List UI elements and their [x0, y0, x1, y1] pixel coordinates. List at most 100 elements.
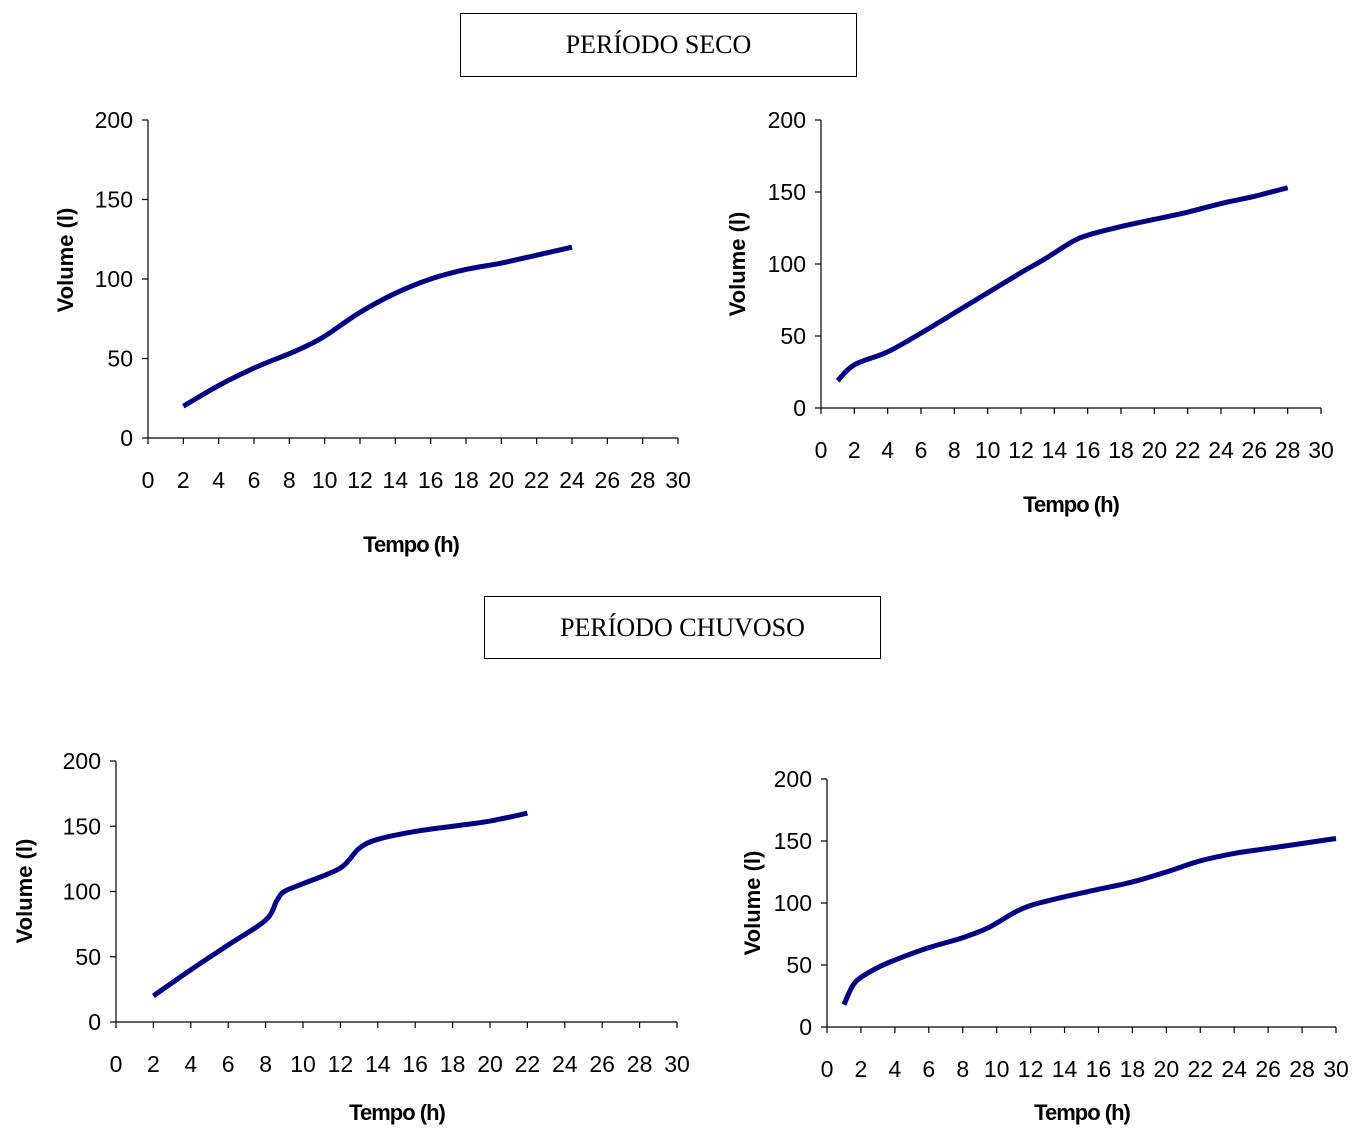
x-tick-label: 28 [1275, 437, 1301, 463]
y-tick-label: 200 [768, 107, 806, 133]
x-tick-label: 2 [177, 467, 190, 493]
x-tick-label: 30 [664, 1051, 690, 1077]
y-tick-label: 50 [75, 944, 101, 970]
x-tick-label: 10 [290, 1051, 316, 1077]
x-tick-label: 12 [1008, 437, 1034, 463]
y-tick-label: 50 [107, 346, 133, 372]
x-axis-title: Tempo (h) [349, 1100, 445, 1125]
x-tick-label: 20 [1154, 1056, 1180, 1082]
x-axis-title: Tempo (h) [363, 532, 459, 557]
x-tick-label: 28 [627, 1051, 653, 1077]
section-label-dry: PERÍODO SECO [460, 13, 857, 77]
x-tick-label: 20 [477, 1051, 503, 1077]
x-tick-label: 16 [1086, 1056, 1112, 1082]
x-tick-label: 6 [922, 1056, 935, 1082]
x-tick-label: 24 [1208, 437, 1234, 463]
x-tick-label: 0 [815, 437, 828, 463]
y-tick-label: 100 [774, 890, 812, 916]
y-axis-title: Volume (l) [725, 212, 750, 317]
x-tick-label: 12 [347, 467, 373, 493]
x-tick-label: 18 [1120, 1056, 1146, 1082]
section-label-rainy: PERÍODO CHUVOSO [484, 596, 881, 659]
x-tick-label: 28 [1289, 1056, 1315, 1082]
y-tick-label: 150 [63, 813, 101, 839]
x-tick-label: 14 [1042, 437, 1068, 463]
x-tick-label: 26 [595, 467, 621, 493]
series-line-1 [841, 836, 1337, 1006]
y-tick-label: 100 [63, 879, 101, 905]
x-tick-label: 0 [821, 1056, 834, 1082]
x-tick-label: 6 [248, 467, 261, 493]
x-tick-label: 22 [524, 467, 550, 493]
x-tick-label: 24 [1221, 1056, 1247, 1082]
x-tick-label: 2 [848, 437, 861, 463]
x-tick-label: 16 [402, 1051, 428, 1077]
x-tick-label: 8 [956, 1056, 969, 1082]
x-tick-label: 22 [1175, 437, 1201, 463]
y-tick-label: 150 [95, 187, 133, 213]
x-tick-label: 10 [984, 1056, 1010, 1082]
x-tick-label: 26 [1255, 1056, 1281, 1082]
x-tick-label: 26 [1242, 437, 1268, 463]
y-tick-label: 0 [793, 395, 806, 421]
series-line-1 [151, 810, 528, 998]
section-label-rainy-text: PERÍODO CHUVOSO [560, 612, 805, 642]
x-tick-label: 12 [328, 1051, 354, 1077]
y-tick-label: 0 [120, 425, 133, 451]
y-axis-title: Volume (l) [740, 851, 765, 956]
x-tick-label: 10 [975, 437, 1001, 463]
x-tick-label: 14 [383, 467, 409, 493]
x-tick-label: 2 [855, 1056, 868, 1082]
series-line-1 [182, 244, 573, 409]
y-tick-label: 100 [768, 251, 806, 277]
x-tick-label: 2 [147, 1051, 160, 1077]
x-tick-label: 30 [1308, 437, 1334, 463]
x-tick-label: 4 [881, 437, 894, 463]
series-line-1 [835, 185, 1289, 383]
y-tick-label: 150 [768, 179, 806, 205]
x-tick-label: 26 [589, 1051, 615, 1077]
y-tick-label: 200 [63, 748, 101, 774]
x-tick-label: 4 [184, 1051, 197, 1077]
x-tick-label: 14 [1052, 1056, 1078, 1082]
x-tick-label: 16 [1075, 437, 1101, 463]
x-tick-label: 6 [915, 437, 928, 463]
x-tick-label: 22 [1187, 1056, 1213, 1082]
x-tick-label: 18 [453, 467, 479, 493]
x-tick-label: 8 [283, 467, 296, 493]
y-tick-label: 0 [88, 1009, 101, 1035]
x-axis-title: Tempo (h) [1034, 1100, 1130, 1125]
y-tick-label: 0 [799, 1014, 812, 1040]
x-tick-label: 30 [1323, 1056, 1349, 1082]
x-tick-label: 0 [110, 1051, 123, 1077]
x-tick-label: 20 [489, 467, 515, 493]
x-tick-label: 18 [440, 1051, 466, 1077]
x-tick-label: 24 [559, 467, 585, 493]
x-tick-label: 30 [665, 467, 691, 493]
x-tick-label: 12 [1018, 1056, 1044, 1082]
x-tick-label: 24 [552, 1051, 578, 1077]
x-tick-label: 20 [1142, 437, 1168, 463]
x-tick-label: 10 [312, 467, 338, 493]
x-tick-label: 8 [259, 1051, 272, 1077]
y-axis-title: Volume (l) [12, 839, 37, 944]
y-axis-title: Volume (l) [53, 208, 78, 313]
y-tick-label: 150 [774, 828, 812, 854]
x-tick-label: 8 [948, 437, 961, 463]
x-tick-label: 22 [515, 1051, 541, 1077]
x-tick-label: 6 [222, 1051, 235, 1077]
x-tick-label: 4 [888, 1056, 901, 1082]
y-tick-label: 200 [774, 766, 812, 792]
x-tick-label: 16 [418, 467, 444, 493]
x-tick-label: 4 [212, 467, 225, 493]
section-label-dry-text: PERÍODO SECO [565, 30, 752, 59]
x-tick-label: 28 [630, 467, 656, 493]
y-tick-label: 200 [95, 107, 133, 133]
x-axis-title: Tempo (h) [1023, 492, 1119, 517]
y-tick-label: 50 [780, 323, 806, 349]
